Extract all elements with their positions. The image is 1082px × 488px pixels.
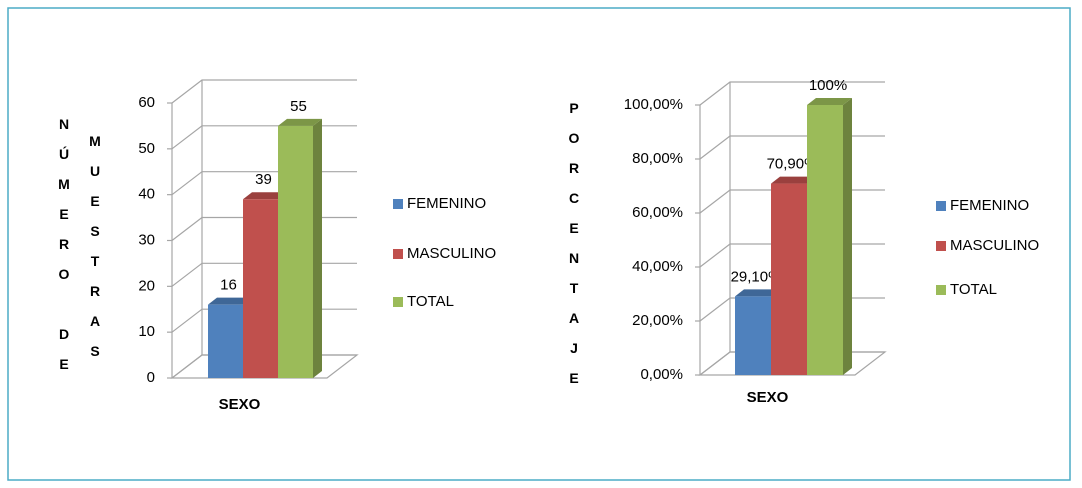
legend-swatch bbox=[936, 201, 946, 211]
y-tick-label: 60,00% bbox=[632, 204, 683, 221]
bar bbox=[243, 199, 278, 378]
bar-top bbox=[243, 192, 287, 200]
frame bbox=[7, 7, 1071, 481]
bar-top bbox=[278, 118, 322, 126]
data-label: 16 bbox=[220, 277, 237, 294]
data-label: 29,10% bbox=[731, 268, 782, 285]
y-tick-label: 40 bbox=[138, 186, 155, 203]
y-axis-label: MUESTRAS bbox=[87, 133, 103, 373]
bar bbox=[208, 304, 243, 378]
y-tick-label: 30 bbox=[138, 231, 155, 248]
y-axis-label: PORCENTAJE bbox=[566, 100, 582, 400]
bar-side bbox=[313, 118, 322, 379]
bar bbox=[735, 296, 771, 375]
bar-top bbox=[807, 98, 852, 105]
y-tick-label: 20 bbox=[138, 277, 155, 294]
y-tick-label: 100,00% bbox=[624, 96, 683, 113]
grid-line bbox=[699, 81, 885, 106]
bar-top bbox=[735, 289, 780, 297]
legend-label: MASCULINO bbox=[950, 237, 1039, 254]
y-tick-label: 20,00% bbox=[632, 312, 683, 329]
legend-swatch bbox=[936, 241, 946, 251]
bar bbox=[278, 125, 313, 379]
legend-label: MASCULINO bbox=[407, 245, 496, 262]
data-label: 55 bbox=[290, 98, 307, 115]
bar bbox=[771, 183, 807, 375]
y-tick-label: 10 bbox=[138, 323, 155, 340]
data-label: 70,90% bbox=[767, 156, 818, 173]
y-tick-label: 0,00% bbox=[640, 366, 683, 383]
legend-swatch bbox=[936, 285, 946, 295]
y-tick-label: 40,00% bbox=[632, 258, 683, 275]
data-label: 39 bbox=[255, 171, 272, 188]
legend-swatch bbox=[393, 249, 403, 259]
data-label: 100% bbox=[809, 77, 847, 94]
bar-top bbox=[771, 176, 816, 184]
bar-top bbox=[208, 297, 252, 305]
legend-label: FEMENINO bbox=[950, 197, 1029, 214]
x-category-label: SEXO bbox=[219, 396, 261, 413]
y-tick-label: 0 bbox=[147, 369, 155, 386]
y-tick-label: 60 bbox=[138, 94, 155, 111]
y-tick-label: 80,00% bbox=[632, 150, 683, 167]
y-axis-label: NÚMERO DE bbox=[56, 116, 72, 386]
legend-label: TOTAL bbox=[407, 293, 454, 310]
legend-swatch bbox=[393, 199, 403, 209]
legend-swatch bbox=[393, 297, 403, 307]
x-category-label: SEXO bbox=[747, 389, 789, 406]
y-tick-label: 50 bbox=[138, 140, 155, 157]
legend-label: TOTAL bbox=[950, 281, 997, 298]
legend-label: FEMENINO bbox=[407, 195, 486, 212]
bar bbox=[807, 105, 843, 375]
bar-side bbox=[843, 98, 852, 375]
grid-line bbox=[171, 79, 357, 104]
